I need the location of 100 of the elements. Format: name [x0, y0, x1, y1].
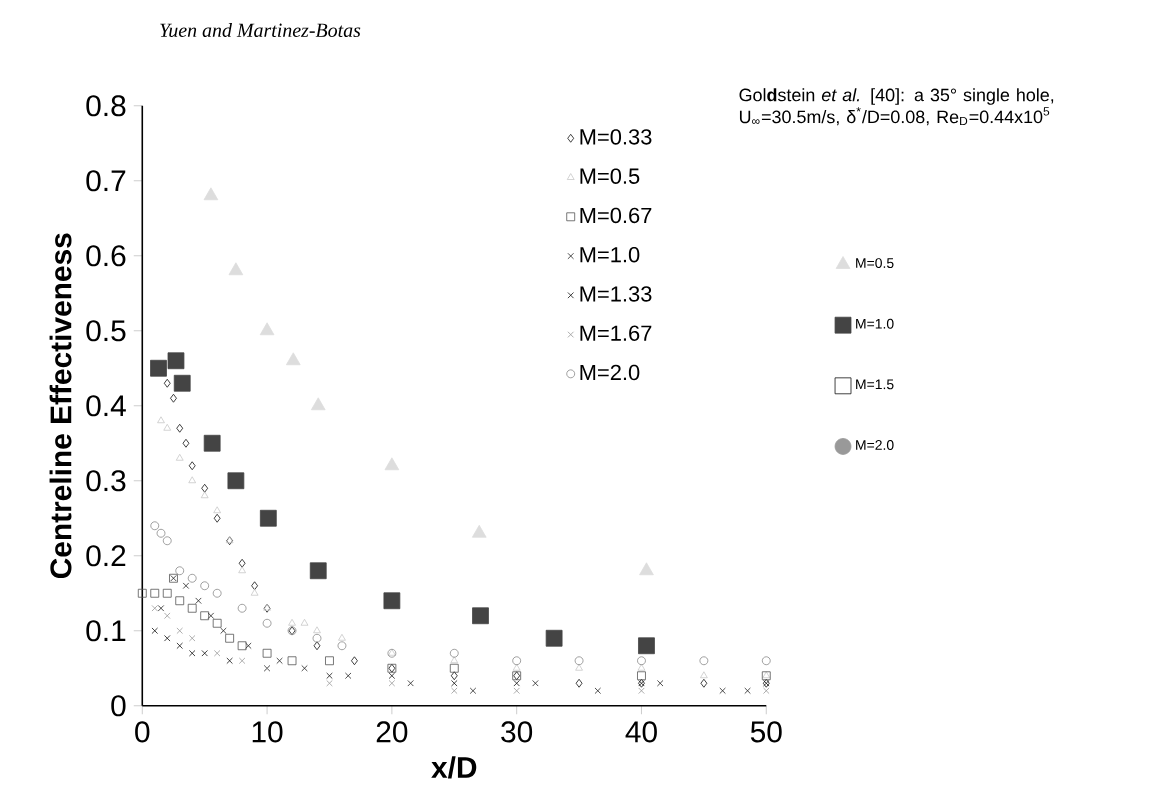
point: [203, 187, 219, 201]
point: [176, 423, 184, 433]
point: [228, 262, 244, 276]
y-tick-label: 0.1: [86, 620, 126, 642]
point: [326, 680, 333, 687]
point: [451, 680, 458, 687]
point: [262, 648, 272, 658]
y-axis-title: Centreline Effectiveness: [49, 233, 72, 579]
point: [163, 423, 172, 431]
point: [761, 656, 771, 666]
point: [175, 453, 184, 461]
point: [451, 687, 458, 694]
point: [638, 637, 655, 655]
point: [313, 626, 321, 634]
point: [407, 680, 414, 687]
point: [207, 612, 215, 619]
point: [471, 524, 487, 538]
point: [545, 629, 563, 647]
point: [150, 359, 167, 377]
point: [175, 596, 185, 606]
point: [326, 672, 333, 679]
point: [170, 393, 177, 403]
point: [156, 528, 166, 538]
x-tick-label: 20: [376, 721, 408, 743]
point: [259, 509, 277, 527]
point: [167, 352, 185, 370]
point: [173, 374, 191, 392]
x-tick-label: 30: [501, 721, 533, 743]
point: [238, 558, 246, 568]
point: [200, 491, 209, 499]
point: [338, 633, 346, 641]
point: [150, 521, 160, 531]
y-tick-label: 0.8: [86, 95, 126, 117]
point: [344, 672, 352, 679]
point: [176, 627, 183, 634]
x-axis-title: x/D: [431, 756, 477, 779]
point: [472, 607, 489, 625]
point: [384, 457, 400, 471]
point: [744, 687, 751, 694]
point: [188, 635, 196, 642]
legend-label: M=0.67: [580, 207, 652, 224]
y-tick-label: 0.2: [86, 545, 126, 567]
point: [699, 656, 709, 666]
x-tick-label: 50: [750, 721, 782, 743]
point: [700, 678, 708, 688]
point: [288, 618, 296, 626]
point: [575, 678, 583, 688]
point: [637, 656, 646, 666]
point: [150, 588, 160, 598]
point: [203, 434, 221, 452]
point: [638, 687, 645, 694]
y-tick-label: 0.6: [86, 245, 126, 267]
point: [351, 656, 358, 666]
point: [637, 663, 646, 671]
y-tick-label: 0.4: [86, 395, 126, 417]
point: [513, 687, 520, 694]
point: [187, 573, 197, 583]
point: [276, 657, 283, 664]
point: [182, 438, 190, 448]
point: [575, 663, 583, 671]
legend-label: M=1.0: [580, 246, 640, 263]
point: [450, 671, 458, 681]
point: [237, 603, 247, 613]
point: [251, 581, 258, 591]
point: [220, 627, 227, 634]
point: [262, 618, 272, 628]
point: [300, 618, 309, 626]
point: [157, 605, 165, 612]
point: [450, 656, 459, 664]
point: [188, 461, 196, 471]
point: [213, 513, 221, 523]
point: [310, 397, 326, 411]
point: [449, 663, 459, 673]
point: [469, 687, 477, 694]
point: [512, 663, 521, 671]
point: [512, 656, 522, 666]
point: [388, 680, 396, 687]
point: [164, 635, 171, 642]
point: [157, 416, 165, 424]
point: [237, 641, 247, 651]
x-tick-label: 0: [135, 721, 150, 743]
point: [238, 657, 246, 664]
point: [656, 680, 664, 687]
y-tick-label: 0.3: [86, 470, 126, 492]
point: [188, 476, 197, 484]
point: [200, 581, 210, 591]
point: [213, 506, 222, 514]
point: [513, 680, 520, 687]
point: [151, 605, 158, 612]
point: [162, 588, 172, 598]
point: [259, 322, 275, 336]
point: [637, 671, 646, 681]
point: [763, 687, 770, 694]
point: [163, 378, 171, 388]
point: [162, 536, 172, 546]
x-tick-label: 40: [625, 721, 657, 743]
point: [574, 656, 584, 666]
point: [213, 650, 221, 657]
point: [187, 603, 197, 613]
y-tick-label: 0.7: [86, 170, 126, 192]
